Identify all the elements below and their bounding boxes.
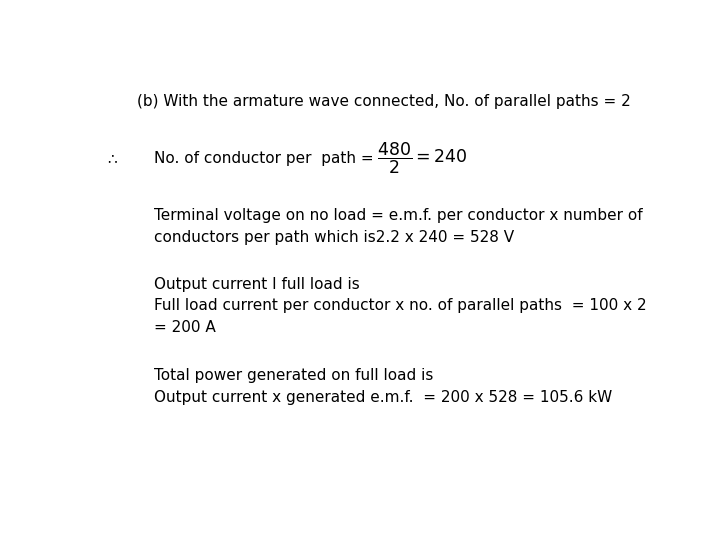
Text: Terminal voltage on no load = e.m.f. per conductor x number of: Terminal voltage on no load = e.m.f. per… (154, 208, 643, 223)
Text: Full load current per conductor x no. of parallel paths  = 100 x 2: Full load current per conductor x no. of… (154, 299, 647, 314)
Text: Output current I full load is: Output current I full load is (154, 277, 360, 292)
Text: $\dfrac{480}{2} = 240$: $\dfrac{480}{2} = 240$ (377, 140, 468, 176)
Text: Output current x generated e.m.f.  = 200 x 528 = 105.6 kW: Output current x generated e.m.f. = 200 … (154, 390, 613, 405)
Text: Total power generated on full load is: Total power generated on full load is (154, 368, 433, 383)
Text: = 200 A: = 200 A (154, 320, 216, 335)
Text: ∴: ∴ (107, 151, 117, 166)
Text: (b) With the armature wave connected, No. of parallel paths = 2: (b) With the armature wave connected, No… (138, 94, 631, 109)
Text: No. of conductor per  path =: No. of conductor per path = (154, 151, 379, 166)
Text: conductors per path which is2.2 x 240 = 528 V: conductors per path which is2.2 x 240 = … (154, 230, 514, 245)
